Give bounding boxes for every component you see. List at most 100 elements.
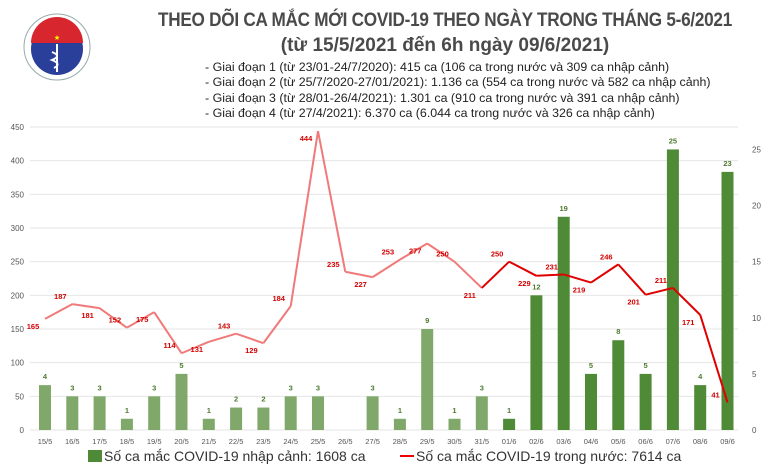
x-tick-label: 03/6: [556, 437, 571, 446]
line-label: 129: [245, 346, 258, 355]
x-tick-label: 07/6: [666, 437, 681, 446]
line-segment: [672, 287, 701, 316]
line-segment: [617, 263, 647, 296]
line-segment: [590, 263, 619, 284]
left-tick-label: 450: [11, 123, 25, 132]
x-tick-label: 09/6: [720, 437, 735, 446]
line-segment: [99, 307, 128, 329]
left-tick-label: 300: [11, 224, 25, 233]
bar: [393, 418, 406, 430]
bar-label: 19: [560, 204, 568, 213]
x-tick-label: 27/5: [365, 437, 380, 446]
line-segment: [72, 303, 100, 310]
phase-summary: - Giai đoạn 1 (từ 23/01-24/7/2020): 415 …: [205, 60, 711, 121]
bar-label: 3: [371, 383, 375, 392]
line-segment: [481, 260, 510, 289]
line-segment: [563, 273, 592, 284]
bar-label: 3: [480, 383, 484, 392]
bar: [639, 373, 652, 430]
bar-label: 5: [589, 361, 593, 370]
line-segment: [289, 130, 319, 307]
bar-label: 1: [398, 406, 402, 415]
bar: [721, 171, 734, 430]
x-tick-label: 31/5: [474, 437, 489, 446]
bar: [175, 373, 188, 430]
bar: [448, 418, 461, 430]
left-tick-label: 350: [11, 190, 25, 199]
left-tick-label: 150: [11, 325, 25, 334]
line-label: 143: [218, 322, 231, 331]
x-tick-label: 19/5: [147, 437, 162, 446]
x-tick-label: 17/5: [92, 437, 107, 446]
x-tick-label: 08/6: [693, 437, 708, 446]
bar: [557, 216, 570, 430]
legend-imported-label: Số ca mắc COVID-19 nhập cảnh: 1608 ca: [104, 448, 366, 464]
line-label: 131: [191, 345, 204, 354]
line-label: 171: [682, 318, 695, 327]
bar: [612, 340, 625, 430]
bar-label: 5: [644, 361, 648, 370]
bar-label: 1: [207, 406, 211, 415]
bar-label: 2: [234, 395, 238, 404]
legend-bar-swatch: [88, 450, 102, 462]
ministry-of-health-logo: ★: [23, 13, 91, 81]
bar-label: 2: [261, 395, 265, 404]
right-tick-label: 0: [752, 426, 757, 435]
line-segment: [181, 340, 210, 355]
bar: [284, 396, 297, 430]
bar: [503, 418, 516, 430]
x-tick-label: 23/5: [256, 437, 271, 446]
line-segment: [126, 311, 155, 329]
bar: [475, 396, 488, 430]
line-label: 114: [163, 341, 176, 350]
bar-label: 3: [98, 383, 102, 392]
legend-imported: Số ca mắc COVID-19 nhập cảnh: 1608 ca: [88, 448, 365, 464]
bar: [312, 396, 324, 430]
line-segment: [645, 286, 674, 296]
chart-subtitle: (từ 15/5/2021 đến 6h ngày 09/6/2021): [280, 35, 610, 56]
line-label: 253: [382, 248, 395, 257]
line-segment: [208, 332, 237, 343]
bar-label: 12: [532, 282, 540, 291]
x-tick-label: 05/6: [611, 437, 626, 446]
bar-label: 9: [425, 316, 429, 325]
line-label: 227: [354, 280, 367, 289]
bar: [148, 396, 161, 430]
bar: [666, 149, 679, 430]
bar-label: 3: [289, 383, 293, 392]
x-tick-label: 20/5: [174, 437, 189, 446]
legend-domestic: Số ca mắc COVID-19 trong nước: 7614 ca: [400, 448, 681, 464]
right-tick-label: 15: [752, 258, 761, 267]
bar-label: 1: [507, 406, 511, 415]
bar: [585, 373, 597, 430]
legend-domestic-label: Số ca mắc COVID-19 trong nước: 7614 ca: [416, 448, 682, 464]
bar-label: 23: [723, 159, 731, 168]
left-tick-label: 50: [15, 392, 24, 401]
legend-line-swatch: [400, 455, 414, 457]
line-segment: [153, 311, 183, 354]
line-label: 229: [518, 279, 531, 288]
line-label: 277: [409, 246, 422, 255]
x-tick-label: 30/5: [447, 437, 462, 446]
line-label: 250: [436, 250, 449, 259]
bar: [694, 385, 707, 430]
line-segment: [508, 260, 537, 277]
bar: [530, 295, 543, 430]
right-tick-label: 5: [752, 370, 757, 379]
bar: [230, 407, 243, 430]
bar-label: 1: [452, 406, 456, 415]
bar: [202, 418, 215, 430]
left-tick-label: 400: [11, 157, 25, 166]
line-label: 231: [545, 262, 558, 271]
bar: [366, 396, 379, 430]
x-tick-label: 06/6: [638, 437, 653, 446]
x-tick-label: 04/6: [584, 437, 599, 446]
line-label: 187: [54, 292, 67, 301]
bar-label: 3: [316, 383, 320, 392]
bar-label: 3: [70, 383, 74, 392]
line-label: 152: [109, 316, 122, 325]
line-segment: [426, 242, 456, 263]
left-tick-label: 0: [20, 426, 25, 435]
x-tick-label: 21/5: [201, 437, 216, 446]
x-tick-label: 25/5: [311, 437, 326, 446]
